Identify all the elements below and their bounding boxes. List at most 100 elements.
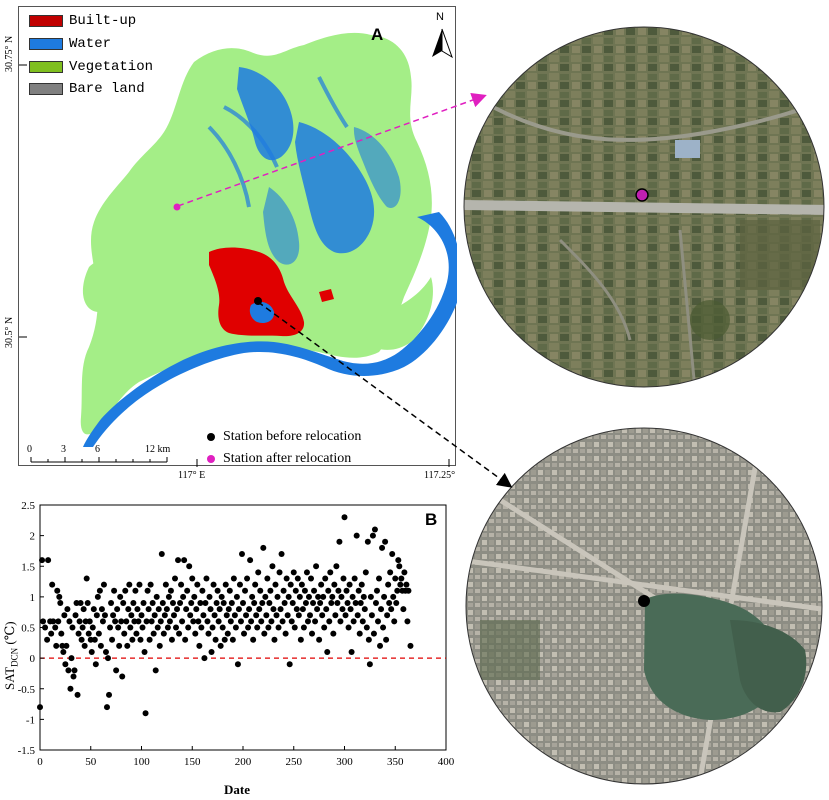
x-tick-label: 350	[387, 756, 404, 768]
data-point	[405, 587, 412, 594]
data-point	[126, 581, 133, 588]
data-point	[139, 624, 146, 631]
data-point	[351, 575, 358, 582]
scale-label: 12 km	[145, 444, 171, 455]
lon-label-west: 117° E	[178, 470, 206, 481]
x-tick-label: 400	[438, 756, 455, 768]
data-point	[277, 606, 284, 613]
data-point	[188, 600, 195, 606]
data-point	[210, 581, 217, 588]
data-point	[279, 618, 286, 625]
data-point	[371, 526, 378, 533]
data-point	[250, 636, 257, 643]
data-point	[299, 606, 306, 613]
data-point	[189, 575, 196, 582]
data-point	[57, 600, 64, 606]
data-point	[358, 581, 365, 588]
data-point	[215, 618, 222, 625]
data-point	[314, 606, 321, 613]
data-point	[93, 612, 100, 619]
data-point	[354, 612, 361, 619]
data-point	[369, 532, 376, 539]
data-point	[386, 600, 393, 606]
data-point	[318, 581, 325, 588]
data-point	[55, 618, 62, 625]
data-point	[259, 600, 266, 606]
data-point	[106, 691, 113, 698]
data-point	[185, 624, 192, 631]
data-point	[313, 563, 320, 570]
data-point	[356, 630, 363, 637]
data-point	[276, 569, 283, 576]
data-point	[325, 587, 332, 594]
data-point	[161, 612, 168, 619]
data-point	[78, 636, 85, 643]
data-point	[65, 667, 72, 674]
data-point	[54, 587, 61, 594]
data-point	[200, 612, 207, 619]
data-point	[344, 600, 351, 606]
scale-bar	[30, 457, 168, 463]
data-point	[107, 624, 114, 631]
data-point	[70, 673, 77, 680]
built-up-area-east	[319, 289, 334, 302]
data-point	[96, 587, 103, 594]
legend-item-vegetation: Vegetation	[29, 59, 153, 75]
data-point	[265, 624, 272, 631]
data-point	[327, 569, 334, 576]
y-tick-label: 2.5	[21, 500, 35, 512]
data-point	[135, 618, 142, 625]
station-legend-label: Station after relocation	[223, 451, 352, 466]
data-point	[222, 581, 229, 588]
data-point	[391, 618, 398, 625]
data-point	[349, 593, 356, 600]
data-point	[142, 710, 149, 717]
chart-ticks: 0 50 100 150 200 250 300 350 400 -1.5 -1 -0.5 0 0.5 1 1…	[18, 500, 455, 768]
data-point	[378, 606, 385, 613]
data-point	[219, 624, 226, 631]
data-point	[205, 630, 212, 637]
data-point	[159, 600, 166, 606]
data-point	[255, 569, 262, 576]
data-point	[401, 569, 408, 576]
data-point	[377, 642, 384, 649]
lat-label-north: 30.75° N	[4, 35, 15, 72]
data-point	[357, 600, 364, 606]
data-point	[79, 624, 86, 631]
data-point	[98, 606, 105, 613]
data-point	[271, 636, 278, 643]
data-point	[100, 581, 107, 588]
data-point	[114, 606, 121, 613]
data-point	[108, 600, 115, 606]
data-point	[130, 600, 137, 606]
station-after-marker	[173, 203, 181, 211]
data-point	[44, 636, 51, 643]
data-point	[169, 600, 176, 606]
legend-label: Vegetation	[69, 59, 154, 75]
land-use-map	[19, 28, 457, 467]
data-point	[234, 661, 241, 668]
data-point	[109, 636, 116, 643]
data-point	[367, 593, 374, 600]
data-point	[119, 673, 126, 680]
y-tick-label: 1.5	[21, 561, 35, 573]
data-point	[300, 624, 307, 631]
data-point	[228, 600, 235, 606]
data-point	[168, 636, 175, 643]
data-point	[269, 563, 276, 570]
north-arrow-icon	[432, 28, 453, 59]
data-point	[381, 593, 388, 600]
data-point	[221, 636, 228, 643]
data-point	[60, 649, 67, 655]
data-point	[125, 606, 132, 613]
data-point	[193, 606, 200, 613]
data-point	[145, 606, 152, 613]
panel-letter-a: A	[371, 25, 384, 44]
data-point	[211, 612, 218, 619]
data-point	[359, 618, 366, 625]
data-point	[382, 538, 389, 545]
data-point	[147, 581, 154, 588]
data-point	[297, 636, 304, 643]
data-point	[231, 612, 238, 619]
data-point	[178, 581, 185, 588]
